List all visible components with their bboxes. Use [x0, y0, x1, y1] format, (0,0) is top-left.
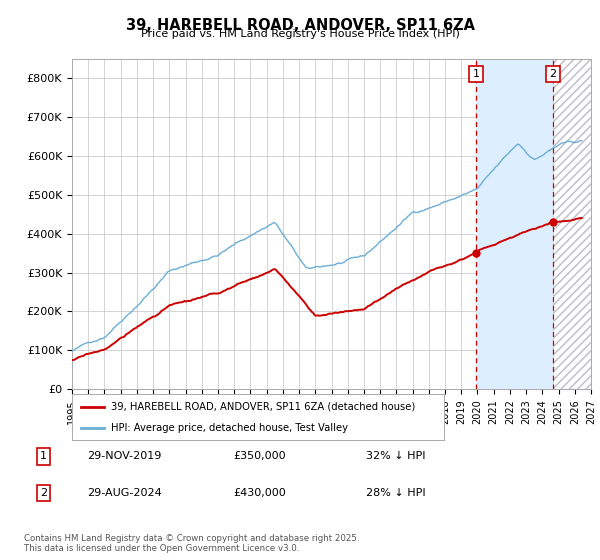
- Text: 1: 1: [40, 451, 47, 461]
- Text: Price paid vs. HM Land Registry's House Price Index (HPI): Price paid vs. HM Land Registry's House …: [140, 29, 460, 39]
- Text: 32% ↓ HPI: 32% ↓ HPI: [366, 451, 426, 461]
- Text: 1: 1: [473, 69, 479, 78]
- Bar: [553, 59, 591, 389]
- Text: 29-NOV-2019: 29-NOV-2019: [88, 451, 162, 461]
- Text: 29-AUG-2024: 29-AUG-2024: [88, 488, 162, 498]
- Text: 39, HAREBELL ROAD, ANDOVER, SP11 6ZA (detached house): 39, HAREBELL ROAD, ANDOVER, SP11 6ZA (de…: [111, 402, 415, 412]
- Text: 2: 2: [40, 488, 47, 498]
- Text: 39, HAREBELL ROAD, ANDOVER, SP11 6ZA: 39, HAREBELL ROAD, ANDOVER, SP11 6ZA: [125, 18, 475, 33]
- Text: HPI: Average price, detached house, Test Valley: HPI: Average price, detached house, Test…: [111, 423, 348, 433]
- Text: Contains HM Land Registry data © Crown copyright and database right 2025.
This d: Contains HM Land Registry data © Crown c…: [24, 534, 359, 553]
- Bar: [476, 59, 553, 389]
- Text: £350,000: £350,000: [234, 451, 286, 461]
- Text: 28% ↓ HPI: 28% ↓ HPI: [366, 488, 426, 498]
- Text: 2: 2: [550, 69, 557, 78]
- Text: £430,000: £430,000: [234, 488, 287, 498]
